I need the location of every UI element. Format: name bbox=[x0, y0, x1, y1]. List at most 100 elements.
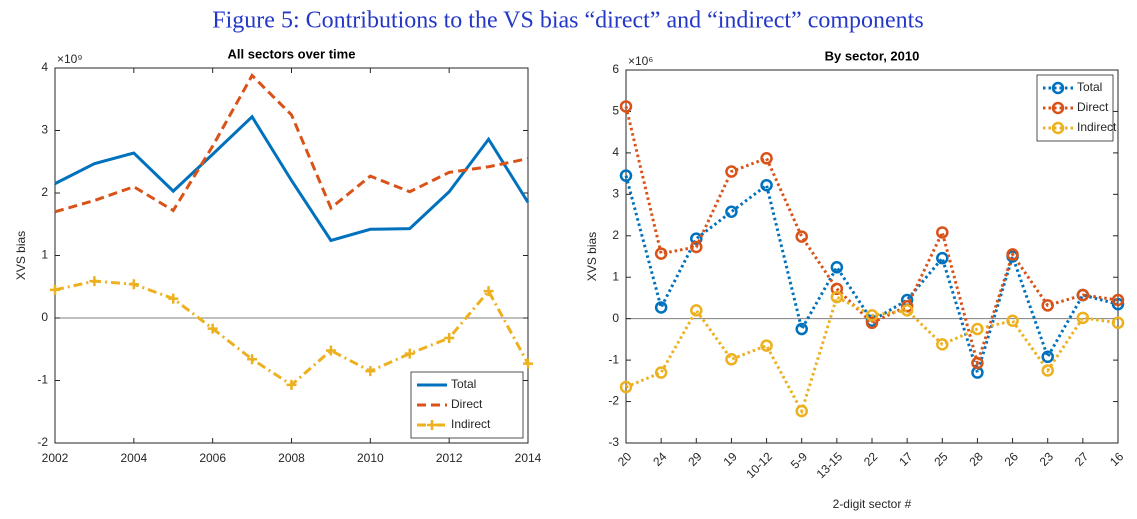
marker bbox=[325, 345, 336, 356]
marker bbox=[936, 226, 949, 239]
x-tick-label: 2004 bbox=[120, 451, 147, 465]
marker bbox=[128, 279, 139, 290]
marker bbox=[404, 348, 415, 359]
marker bbox=[286, 379, 297, 390]
x-tick-label: 22 bbox=[861, 449, 881, 469]
x-tick-label: 2012 bbox=[436, 451, 463, 465]
marker bbox=[619, 100, 633, 113]
marker bbox=[654, 301, 668, 314]
marker bbox=[971, 322, 984, 336]
x-tick-label: 2006 bbox=[199, 451, 226, 465]
legend-label: Direct bbox=[451, 397, 483, 411]
y-tick-label: 1 bbox=[612, 269, 619, 283]
marker bbox=[1041, 350, 1054, 364]
legend-label: Indirect bbox=[1077, 120, 1117, 134]
series-line bbox=[625, 294, 1119, 415]
y-tick-label: 1 bbox=[41, 248, 48, 262]
marker bbox=[900, 304, 914, 317]
x-tick-label: 2002 bbox=[42, 451, 69, 465]
marker bbox=[1006, 248, 1019, 261]
y-tick-label: -1 bbox=[37, 373, 48, 387]
marker bbox=[1051, 101, 1065, 115]
marker bbox=[365, 366, 376, 377]
marker bbox=[936, 338, 949, 351]
marker bbox=[427, 420, 437, 430]
marker bbox=[760, 152, 773, 165]
marker bbox=[936, 251, 949, 265]
y-tick-label: 0 bbox=[612, 311, 619, 325]
marker bbox=[830, 261, 844, 274]
marker bbox=[1006, 314, 1019, 327]
y-tick-label: -2 bbox=[37, 435, 48, 449]
x-tick-label: 24 bbox=[650, 449, 670, 469]
marker bbox=[830, 290, 844, 304]
legend-label: Indirect bbox=[451, 417, 491, 431]
x-tick-label: 17 bbox=[896, 449, 916, 469]
x-tick-label: 20 bbox=[615, 449, 635, 469]
legend: Total Direct Indirect bbox=[1036, 74, 1117, 142]
x-tick-label: 5-9 bbox=[788, 449, 810, 471]
x-axis-label: 2-digit sector # bbox=[833, 497, 912, 511]
x-tick-label: 25 bbox=[931, 449, 951, 469]
legend-label: Total bbox=[451, 377, 476, 391]
series-line bbox=[54, 73, 529, 214]
marker bbox=[654, 366, 668, 379]
marker bbox=[619, 169, 633, 182]
marker bbox=[725, 205, 738, 218]
series-line bbox=[624, 106, 1119, 369]
y-tick-label: 4 bbox=[41, 60, 48, 74]
marker bbox=[1076, 311, 1090, 325]
marker bbox=[207, 323, 218, 334]
marker bbox=[795, 404, 808, 418]
marker bbox=[50, 284, 60, 295]
marker bbox=[795, 322, 808, 336]
x-tick-label: 2008 bbox=[278, 451, 305, 465]
x-tick-label: 23 bbox=[1037, 449, 1057, 469]
x-tick-label: 28 bbox=[966, 449, 986, 469]
y-axis-label: XVS bias bbox=[585, 232, 599, 281]
marker bbox=[865, 316, 879, 330]
marker bbox=[690, 232, 703, 245]
marker bbox=[1041, 299, 1054, 312]
marker bbox=[725, 165, 738, 178]
marker bbox=[760, 178, 773, 192]
x-tick-label: 13-15 bbox=[814, 449, 846, 481]
y-scale-label: ×10⁹ bbox=[57, 52, 83, 66]
marker bbox=[1111, 297, 1125, 311]
y-tick-label: 6 bbox=[612, 62, 619, 76]
x-tick-label: 29 bbox=[685, 449, 705, 469]
series-line bbox=[54, 114, 530, 243]
axes-box bbox=[625, 69, 1119, 444]
y-tick-label: -2 bbox=[608, 394, 619, 408]
marker bbox=[1041, 364, 1054, 377]
figure-title: Figure 5: Contributions to the VS bias “… bbox=[212, 8, 923, 34]
x-tick-label: 19 bbox=[720, 449, 740, 469]
marker bbox=[1111, 316, 1125, 330]
marker bbox=[1111, 293, 1125, 307]
x-tick-label: 16 bbox=[1107, 449, 1127, 469]
x-tick-label: 26 bbox=[1002, 449, 1022, 469]
marker bbox=[168, 293, 179, 304]
y-tick-label: 2 bbox=[41, 185, 48, 199]
chart-title: All sectors over time bbox=[228, 46, 356, 61]
y-scale-label: ×10⁶ bbox=[628, 54, 653, 68]
x-tick-label: 10-12 bbox=[743, 449, 775, 481]
marker bbox=[1051, 81, 1065, 95]
y-tick-label: -1 bbox=[608, 352, 619, 366]
marker bbox=[523, 358, 533, 369]
x-tick-label: 2014 bbox=[515, 451, 542, 465]
y-axis-label: XVS bias bbox=[14, 231, 28, 280]
x-tick-label: 2010 bbox=[357, 451, 384, 465]
marker bbox=[1051, 121, 1065, 135]
legend-box bbox=[410, 371, 524, 439]
y-tick-label: 4 bbox=[612, 145, 619, 159]
marker bbox=[1076, 288, 1090, 302]
marker bbox=[89, 276, 100, 287]
marker bbox=[483, 286, 494, 297]
marker bbox=[865, 309, 879, 322]
x-tick-label: 27 bbox=[1072, 449, 1092, 469]
legend: Total Direct Indirect bbox=[410, 371, 524, 439]
legend-label: Total bbox=[1077, 80, 1102, 94]
y-tick-label: -3 bbox=[608, 435, 619, 449]
